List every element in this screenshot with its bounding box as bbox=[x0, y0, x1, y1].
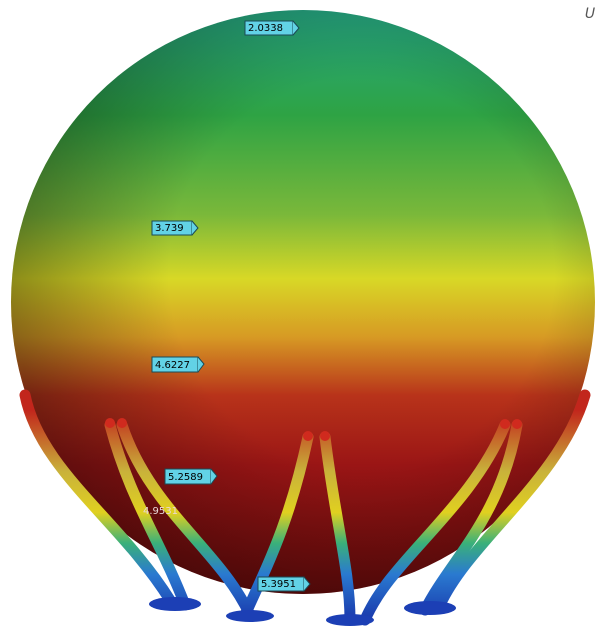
annotation: 4.9531 bbox=[143, 506, 178, 517]
probe: 2.0338 bbox=[245, 21, 299, 35]
probe: 5.2589 bbox=[165, 469, 217, 484]
fea-view: U 2.0338 3.739 4.6227 5.2589 5.3951 4.95… bbox=[0, 0, 603, 628]
probe-label: 5.3951 bbox=[261, 579, 296, 590]
result-label: U bbox=[585, 6, 595, 22]
probe-label: 5.2589 bbox=[168, 472, 203, 483]
probe: 4.6227 bbox=[152, 357, 204, 372]
probe: 5.3951 bbox=[258, 577, 310, 591]
probe-label: 4.6227 bbox=[155, 360, 190, 371]
probe-label: 3.739 bbox=[155, 223, 184, 234]
probe: 3.739 bbox=[152, 221, 198, 235]
probe-label: 2.0338 bbox=[248, 23, 283, 34]
